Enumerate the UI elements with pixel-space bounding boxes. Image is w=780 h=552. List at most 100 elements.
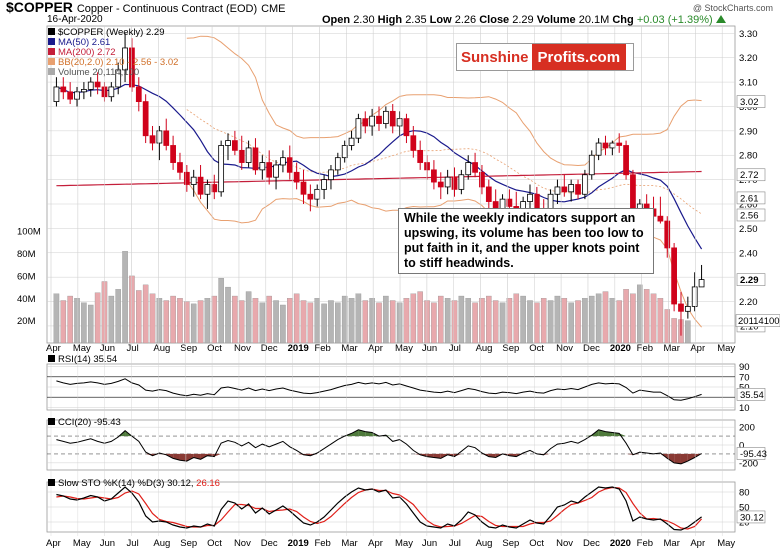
x-tick-label: Aug xyxy=(476,538,493,549)
volume-bar xyxy=(582,298,588,344)
candle-body xyxy=(671,247,677,305)
volume-bar xyxy=(513,293,520,344)
volume-label: Volume xyxy=(536,14,576,26)
sto-d-line xyxy=(56,486,703,530)
rsi-value-tag-bg xyxy=(736,388,766,401)
volume-bar xyxy=(657,298,664,344)
volume-bar xyxy=(218,277,224,344)
volume-bar xyxy=(643,289,650,344)
x-tick-label: Sep xyxy=(502,343,519,354)
high-label: High xyxy=(377,14,403,26)
instrument-name: Copper - Continuous Contract (EOD) xyxy=(76,3,258,15)
candle-body xyxy=(369,115,376,127)
price-tick-label: 3.20 xyxy=(739,53,758,64)
legend-swatch xyxy=(48,48,55,55)
change-value: +0.03 (+1.39%) xyxy=(636,14,713,26)
sunshine-profits-logo: Sunshine Profits.com xyxy=(456,43,634,71)
candle-body xyxy=(588,154,595,176)
volume-bar xyxy=(287,298,293,344)
volume-bar xyxy=(451,300,458,344)
low-label: Low xyxy=(429,14,452,26)
volume-bar xyxy=(60,300,67,344)
candle-body xyxy=(204,184,211,195)
x-tick-label: Apr xyxy=(46,538,61,549)
cci-oversold-fill xyxy=(687,453,695,462)
volume-bar xyxy=(444,298,451,344)
volume-bar xyxy=(396,302,403,344)
cci-oversold-fill xyxy=(626,453,633,455)
x-tick-label: Feb xyxy=(637,538,653,549)
ma200-value-tag: 2.72 xyxy=(740,170,759,181)
legend-label: MA(200) 2.72 xyxy=(58,47,116,58)
candle-body xyxy=(431,169,437,183)
volume-bar xyxy=(225,286,231,344)
candle-body xyxy=(444,176,451,188)
high-value: 2.35 xyxy=(405,14,427,26)
x-tick-label: Feb xyxy=(314,343,330,354)
candle-body xyxy=(314,188,321,200)
volume-bar xyxy=(190,303,197,344)
volume-bar xyxy=(307,302,314,344)
volume-bar xyxy=(245,291,252,344)
candle-body xyxy=(533,193,540,210)
sto-value-tag-bg xyxy=(736,510,766,524)
legend-item-ma200: MA(200) 2.72 xyxy=(48,48,178,58)
candle-body xyxy=(664,220,671,249)
volume-bar xyxy=(520,295,526,344)
candle-body xyxy=(616,142,623,146)
volume-bar xyxy=(53,293,60,344)
x-tick-label: May xyxy=(717,538,735,549)
rsi-panel-label: RSI(14) 35.54 xyxy=(48,354,117,365)
ma50-value-tag: 2.61 xyxy=(740,193,759,204)
candle-body xyxy=(527,193,533,202)
x-tick-label: 2019 xyxy=(288,343,309,354)
volume-bar xyxy=(211,295,218,344)
bollinger-upper-line xyxy=(186,35,702,167)
candle-body xyxy=(135,86,142,102)
rsi-title: RSI(14) 35.54 xyxy=(58,354,118,365)
volume-bar xyxy=(389,300,396,344)
x-tick-label: Sep xyxy=(180,538,197,549)
price-value-tag-bg xyxy=(736,273,766,286)
candle-body xyxy=(273,164,279,178)
volume-bar xyxy=(588,295,595,344)
candle-body xyxy=(115,69,122,88)
candle-body xyxy=(472,162,478,173)
candle-body xyxy=(328,169,334,181)
bb-upper-value-tag: 3.02 xyxy=(740,97,759,108)
price-tick-label: 2.80 xyxy=(739,151,758,162)
legend-swatch xyxy=(48,58,55,65)
sto-value-tag: 30.12 xyxy=(740,512,764,523)
candle-body xyxy=(238,149,245,163)
x-tick-label: Dec xyxy=(583,538,600,549)
symbol-title: $COPPER Copper - Continuous Contract (EO… xyxy=(6,0,286,15)
volume-bar xyxy=(74,298,80,344)
legend-swatch xyxy=(48,28,55,35)
legend-label: BB(20,2.0) 2.10 - 2.56 - 3.02 xyxy=(58,57,179,68)
volume-bar xyxy=(280,304,286,344)
x-tick-label: Nov xyxy=(234,343,251,354)
candle-body xyxy=(623,145,629,176)
candle-body xyxy=(129,47,135,88)
volume-bar xyxy=(273,300,279,344)
volume-bar xyxy=(602,291,609,344)
cci-value-tag: -95.43 xyxy=(740,449,767,460)
candle-body xyxy=(122,47,128,71)
volume-bar xyxy=(87,304,94,344)
candle-body xyxy=(575,184,581,195)
close-value: 2.29 xyxy=(512,14,534,26)
candle-body xyxy=(94,81,101,88)
legend-label: MA(50) 2.61 xyxy=(58,37,111,48)
x-tick-label: Jul xyxy=(449,538,461,549)
volume-bar xyxy=(122,251,128,344)
volume-bar xyxy=(527,300,533,344)
rsi-panel-tick-label: 90 xyxy=(739,362,750,373)
sto-d-value: 26.16 xyxy=(196,478,220,489)
candle-body xyxy=(183,171,190,185)
ma50-value-tag-bg xyxy=(736,191,766,205)
candle-body xyxy=(163,130,170,146)
x-tick-label: Oct xyxy=(207,538,222,549)
legend-swatch xyxy=(48,38,55,45)
volume-bar xyxy=(465,298,471,344)
price-panel-frame xyxy=(46,25,736,344)
